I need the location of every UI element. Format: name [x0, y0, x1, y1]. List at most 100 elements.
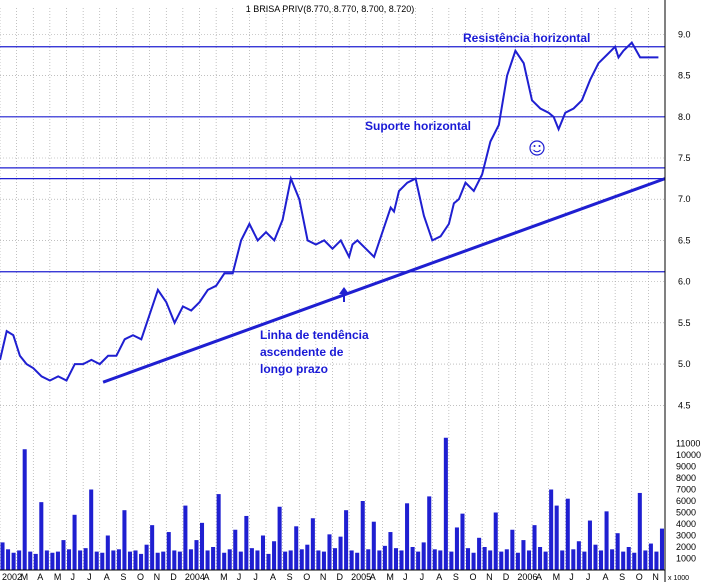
- volume-tick-label: 7000: [676, 485, 696, 495]
- volume-bar: [549, 489, 554, 570]
- volume-bar: [266, 553, 271, 570]
- price-axis-labels: 4.5 5.0 5.5 6.0 6.5 7.0 7.5 8.0 8.5 9.0: [678, 29, 691, 410]
- volume-bar: [260, 535, 265, 570]
- volume-bar: [28, 551, 33, 570]
- volume-bar: [632, 552, 637, 570]
- volume-bar: [582, 551, 587, 570]
- volume-unit-label: x 1000: [668, 575, 689, 582]
- volume-bar: [200, 522, 205, 570]
- date-tick-label: 2005: [351, 572, 371, 582]
- volume-bar: [449, 551, 454, 570]
- volume-bar: [355, 552, 360, 570]
- date-tick-label: M: [220, 572, 228, 582]
- date-tick-label: J: [253, 572, 258, 582]
- date-tick-label: J: [71, 572, 76, 582]
- volume-bar: [654, 551, 659, 570]
- volume-bar: [0, 542, 5, 570]
- volume-bar: [344, 510, 349, 570]
- volume-bar: [33, 553, 38, 570]
- date-tick-label: M: [553, 572, 561, 582]
- volume-bar: [621, 551, 626, 570]
- volume-bar: [538, 547, 543, 570]
- date-tick-label: J: [403, 572, 408, 582]
- volume-bar: [393, 548, 398, 570]
- volume-bar: [510, 529, 515, 570]
- volume-bar: [454, 527, 459, 570]
- up-arrow-icon: [339, 287, 349, 302]
- volume-bar: [222, 552, 227, 570]
- trend-label-line2: ascendente de: [260, 345, 344, 359]
- volume-bar: [443, 437, 448, 570]
- volume-bar: [504, 549, 509, 570]
- volume-bar: [216, 494, 221, 570]
- volume-bar: [310, 518, 315, 570]
- volume-bar: [299, 549, 304, 570]
- volume-bar: [139, 553, 144, 570]
- volume-bar: [194, 540, 199, 570]
- volume-bar: [560, 550, 565, 570]
- volume-bar: [405, 503, 410, 570]
- date-tick-label: S: [453, 572, 459, 582]
- volume-bar: [150, 525, 155, 570]
- date-tick-label: N: [320, 572, 327, 582]
- date-tick-label: A: [104, 572, 110, 582]
- volume-bar: [399, 550, 404, 570]
- date-tick-label: 2004: [185, 572, 205, 582]
- date-tick-label: O: [470, 572, 477, 582]
- volume-bar: [499, 551, 504, 570]
- volume-bar: [416, 551, 421, 570]
- volume-bar: [227, 549, 232, 570]
- volume-tick-label: 3000: [676, 531, 696, 541]
- volume-bar: [321, 551, 326, 570]
- volume-bar: [515, 552, 520, 570]
- volume-tick-label: 5000: [676, 508, 696, 518]
- volume-bar: [460, 513, 465, 570]
- volume-bar: [637, 492, 642, 570]
- volume-bar: [349, 550, 354, 570]
- volume-bar: [277, 506, 282, 570]
- volume-bar: [133, 550, 138, 570]
- date-tick-label: J: [237, 572, 242, 582]
- volume-bar: [288, 550, 293, 570]
- volume-tick-label: 9000: [676, 462, 696, 472]
- volume-bar: [659, 528, 664, 570]
- volume-bar: [67, 549, 72, 570]
- date-tick-label: D: [503, 572, 510, 582]
- price-tick-label: 7.5: [678, 153, 691, 163]
- volume-bar: [587, 520, 592, 570]
- volume-bar: [50, 552, 55, 570]
- volume-tick-label: 10000: [676, 450, 701, 460]
- volume-tick-label: 4000: [676, 519, 696, 529]
- volume-bar: [211, 547, 216, 570]
- date-tick-label: N: [154, 572, 161, 582]
- volume-bar: [360, 501, 365, 570]
- volume-bar: [599, 550, 604, 570]
- volume-tick-label: 2000: [676, 542, 696, 552]
- date-tick-label: D: [337, 572, 344, 582]
- volume-tick-label: 6000: [676, 496, 696, 506]
- volume-bar: [466, 548, 471, 570]
- volume-bar: [238, 551, 243, 570]
- volume-bar: [615, 533, 620, 570]
- volume-bar: [338, 536, 343, 570]
- date-tick-label: J: [569, 572, 574, 582]
- date-tick-label: 2006: [517, 572, 537, 582]
- volume-bar: [482, 547, 487, 570]
- volume-bar: [626, 547, 631, 570]
- volume-bar: [122, 510, 127, 570]
- date-tick-label: O: [303, 572, 310, 582]
- volume-bar: [39, 502, 44, 570]
- price-tick-label: 5.0: [678, 359, 691, 369]
- volume-bar: [604, 511, 609, 570]
- date-tick-label: A: [536, 572, 542, 582]
- volume-bar: [55, 551, 60, 570]
- grid-lines: [0, 8, 665, 570]
- volume-bar: [377, 550, 382, 570]
- date-tick-label: 2002: [2, 572, 22, 582]
- date-tick-label: A: [204, 572, 210, 582]
- volume-bar: [532, 525, 537, 570]
- price-tick-label: 6.0: [678, 277, 691, 287]
- volume-bar: [316, 550, 321, 570]
- volume-tick-label: 8000: [676, 473, 696, 483]
- volume-bar: [116, 549, 121, 570]
